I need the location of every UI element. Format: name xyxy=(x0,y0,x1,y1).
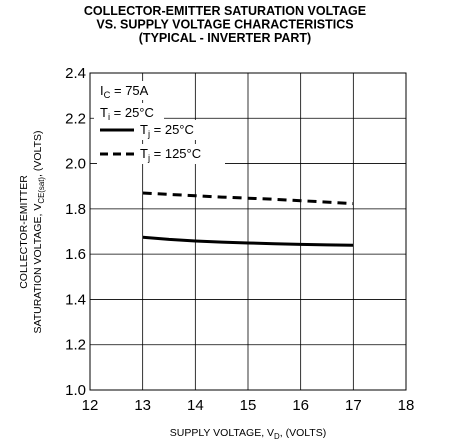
x-tick-labels: 12 13 14 15 16 17 18 xyxy=(82,397,415,414)
legend-label: Tj = 25°C xyxy=(140,122,194,139)
y-tick-label: 1.4 xyxy=(65,291,86,308)
series xyxy=(142,191,354,247)
x-tick-label: 13 xyxy=(134,397,151,414)
y-tick-label: 2.2 xyxy=(65,110,86,127)
x-tick-label: 15 xyxy=(240,397,257,414)
condition-backing xyxy=(94,81,164,100)
plot-frame xyxy=(89,72,407,391)
y-tick-label: 2.4 xyxy=(65,65,86,82)
y-tick-label: 1.8 xyxy=(65,201,86,218)
y-axis-label: COLLECTOR-EMITTER SATURATION VOLTAGE, VCE… xyxy=(18,130,46,333)
condition-text: IC = 75A xyxy=(100,83,149,100)
condition-text: Tj = 25°C xyxy=(100,105,154,122)
legend-label: Tj = 125°C xyxy=(140,146,201,163)
x-tick-label: 18 xyxy=(398,397,415,414)
y-tick-label: 1.6 xyxy=(65,246,86,263)
condition-backing xyxy=(94,103,164,122)
legend-backing xyxy=(97,120,225,140)
y-tick-labels: 1.0 1.2 1.4 1.6 1.8 2.0 2.2 2.4 xyxy=(65,65,86,399)
legend-backing xyxy=(97,144,225,164)
legend: Tj = 25°C Tj = 125°C xyxy=(97,120,225,164)
series-line-dashed xyxy=(142,191,354,206)
chart-title: COLLECTOR-EMITTER SATURATION VOLTAGEVS. … xyxy=(84,4,366,45)
x-tick-label: 14 xyxy=(187,397,204,414)
x-tick-label: 16 xyxy=(292,397,309,414)
x-tick-label: 12 xyxy=(82,397,99,414)
y-axis-label-line2: SATURATION VOLTAGE, VCE(sat), (VOLTS) xyxy=(32,130,46,333)
x-axis-label: SUPPLY VOLTAGE, VD, (VOLTS) xyxy=(170,427,326,441)
series-line-solid xyxy=(142,235,354,247)
chart-title-line: (TYPICAL - INVERTER PART) xyxy=(139,31,311,45)
chart-title-line: VS. SUPPLY VOLTAGE CHARACTERISTICS xyxy=(96,18,353,32)
y-tick-label: 2.0 xyxy=(65,156,86,173)
chart-title-line: COLLECTOR-EMITTER SATURATION VOLTAGE xyxy=(84,4,366,18)
y-tick-label: 1.2 xyxy=(65,337,86,354)
conditions: IC = 75A Tj = 25°C xyxy=(94,81,164,122)
y-tick-label: 1.0 xyxy=(65,382,86,399)
x-tick-label: 17 xyxy=(345,397,362,414)
y-axis-label-line1: COLLECTOR-EMITTER xyxy=(18,175,30,289)
